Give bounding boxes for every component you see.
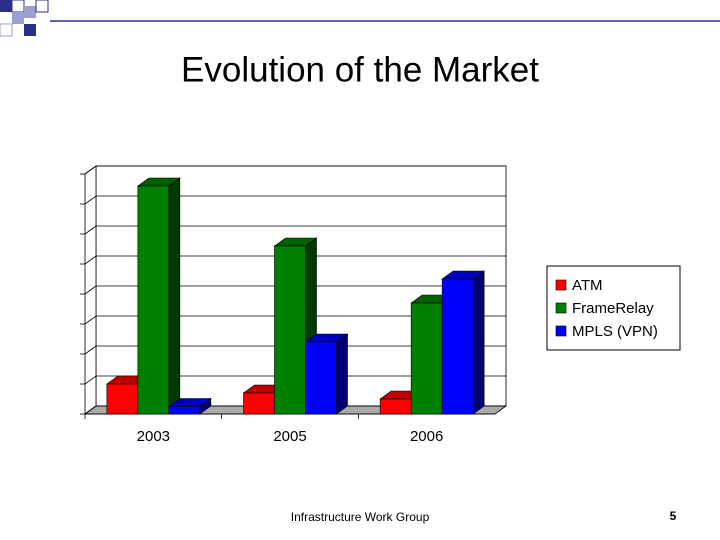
legend-box bbox=[546, 265, 681, 351]
chart: 2003 2005 2006 bbox=[80, 165, 508, 445]
slide-title: Evolution of the Market bbox=[181, 50, 539, 89]
page-number: 5 bbox=[670, 509, 677, 523]
grid-line bbox=[84, 285, 506, 295]
legend-swatch bbox=[555, 302, 567, 314]
legend-label: FrameRelay bbox=[572, 300, 654, 317]
bar bbox=[274, 245, 306, 415]
bar bbox=[379, 398, 412, 415]
grid-line bbox=[84, 165, 506, 175]
grid-line bbox=[84, 225, 506, 235]
grid-line bbox=[84, 315, 506, 325]
legend-label: ATM bbox=[572, 277, 603, 294]
bar-side bbox=[168, 177, 181, 415]
bar bbox=[305, 341, 337, 415]
x-tick-label: 2005 bbox=[273, 428, 306, 445]
decoration bbox=[0, 0, 720, 37]
bar bbox=[243, 392, 275, 415]
legend-swatch bbox=[555, 325, 567, 337]
grid-line bbox=[84, 375, 506, 385]
x-tick-label: 2006 bbox=[410, 428, 443, 445]
footer-text: Infrastructure Work Group bbox=[291, 510, 430, 524]
legend-swatch bbox=[555, 279, 567, 291]
grid-line bbox=[84, 405, 506, 415]
grid-line bbox=[84, 195, 506, 205]
bar bbox=[106, 383, 139, 415]
bar-side bbox=[336, 333, 348, 415]
grid-line bbox=[84, 255, 506, 265]
x-tick-label: 2003 bbox=[137, 428, 170, 445]
grid-line bbox=[84, 345, 506, 355]
legend-label: MPLS (VPN) bbox=[572, 323, 658, 340]
bar bbox=[410, 302, 443, 415]
bar-side bbox=[472, 270, 485, 415]
bar bbox=[168, 406, 201, 415]
bar bbox=[137, 185, 170, 415]
bar bbox=[441, 278, 474, 415]
